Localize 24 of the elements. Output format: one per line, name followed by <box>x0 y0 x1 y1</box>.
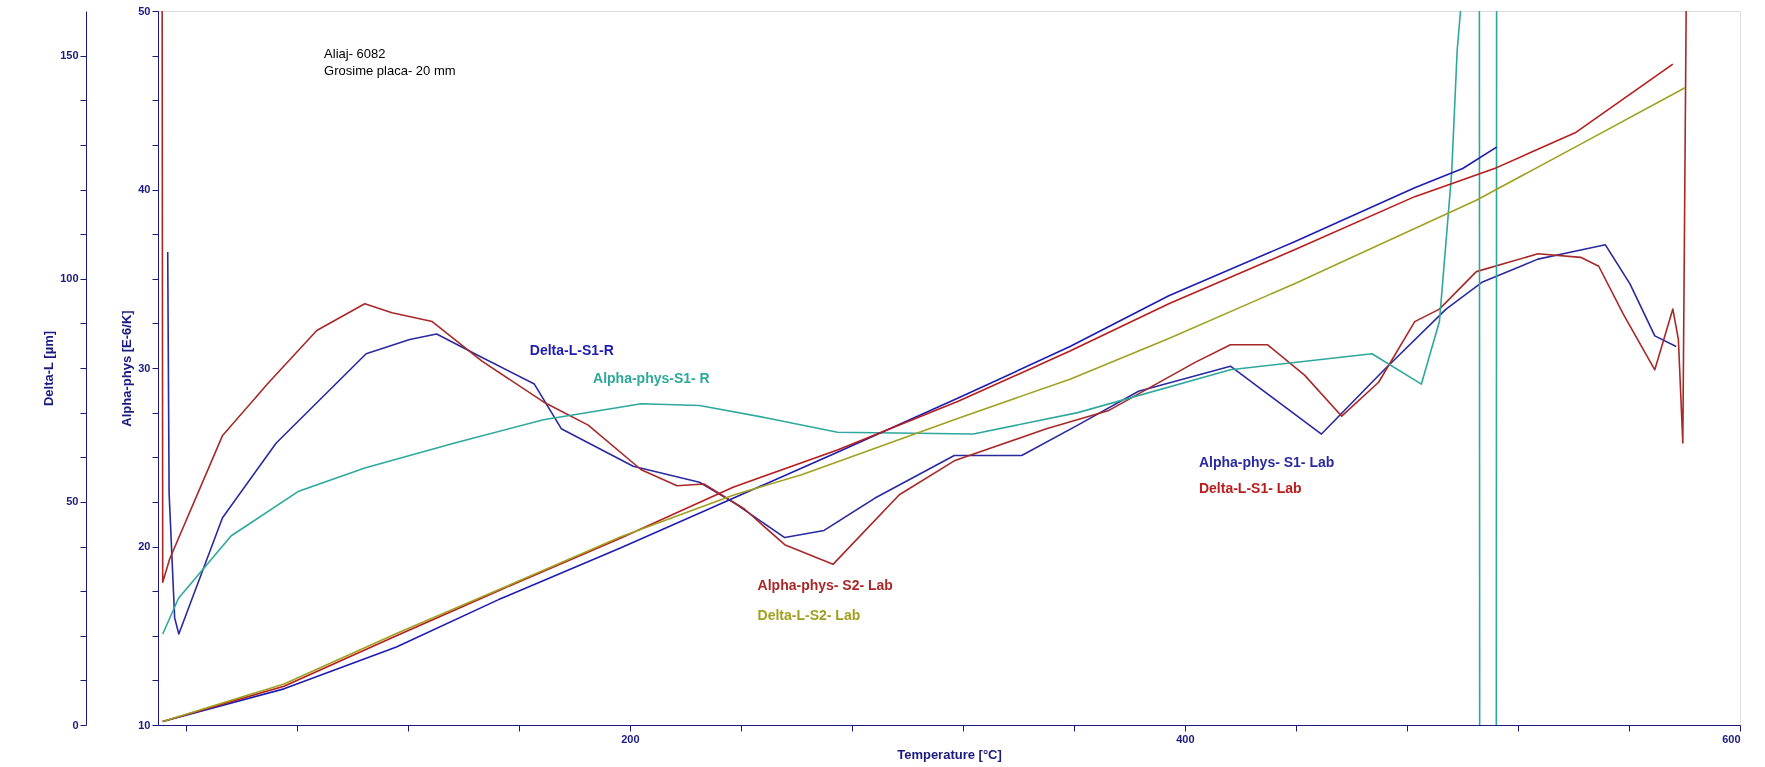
y2-axis-title: Alpha-phys [E-6/K] <box>119 310 135 427</box>
series-label: Alpha-phys- S2- Lab <box>757 576 893 593</box>
y-tick-label: 100 <box>60 272 79 285</box>
y-axis-title: Delta-L [µm] <box>41 330 57 407</box>
y-tick-label: 50 <box>66 495 79 508</box>
annotation: Grosime placa- 20 mm <box>324 62 456 78</box>
text: Delta-L-S1- Lab <box>1198 480 1302 497</box>
text: Delta-L-S1-R <box>529 341 614 358</box>
y2-tick-label: 20 <box>138 540 151 552</box>
y2-tick-label: 30 <box>138 361 151 374</box>
y2-tick-label: 40 <box>138 183 151 195</box>
x-tick-label: 600 <box>1722 732 1741 745</box>
series-label: Alpha-phys-S1- R <box>593 369 710 386</box>
y2-tick-label: 10 <box>138 718 151 731</box>
x-tick-label: 400 <box>1176 732 1195 745</box>
y-tick-label: 0 <box>72 718 79 731</box>
text: Delta-L-S2- Lab <box>757 607 861 624</box>
y-tick-label: 150 <box>60 49 79 62</box>
y2-tick-label: 50 <box>138 4 151 17</box>
x-tick-label: 200 <box>621 732 640 745</box>
annotation: Aliaj- 6082 <box>324 45 386 61</box>
line-series <box>166 244 1677 635</box>
series-label: Alpha-phys- S1- Lab <box>1198 453 1335 470</box>
x-axis-title: Temperature [°C] <box>897 746 1002 762</box>
